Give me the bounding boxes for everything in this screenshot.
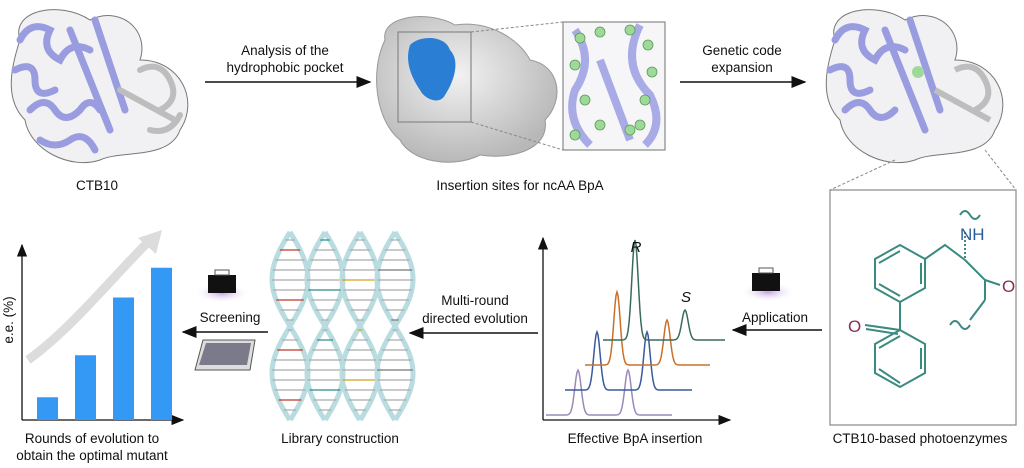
ctb10-label: CTB10 <box>76 178 118 193</box>
bar-round-2 <box>75 355 96 420</box>
dna-strand <box>339 230 381 422</box>
peak-s-label: S <box>681 289 691 306</box>
hydrophobic-pocket <box>408 38 456 101</box>
arrow-evolution-label-2: directed evolution <box>422 311 528 326</box>
dna-strand <box>374 230 416 422</box>
photoenzymes-label: CTB10-based photoenzymes <box>833 431 1008 446</box>
chromatogram-caption: Effective BpA insertion <box>568 431 703 446</box>
chart-caption-2: obtain the optimal mutant <box>16 448 168 463</box>
bar-round-1 <box>37 397 58 420</box>
chromatogram-trace <box>585 289 710 366</box>
dna-library-icon <box>269 230 416 422</box>
well-plate-icon <box>194 339 256 371</box>
screening-label: Screening <box>200 310 261 325</box>
trend-arrow <box>25 236 154 364</box>
dna-strand <box>304 230 346 422</box>
insertion-sites-inset <box>562 21 666 151</box>
chromatogram <box>537 236 732 426</box>
arrow-analysis-label-2: hydrophobic pocket <box>226 60 343 75</box>
arrow-analysis-label-1: Analysis of the <box>241 43 329 58</box>
bar-round-4 <box>151 267 172 420</box>
bpa-molecule-panel: NH O O <box>829 189 1017 426</box>
peak-r-label: R <box>631 239 642 256</box>
insertion-sites-label: Insertion sites for ncAA BpA <box>436 178 603 193</box>
application-label: Application <box>742 310 808 325</box>
chromatogram-trace <box>565 329 692 391</box>
y-axis-label: e.e. (%) <box>1 296 16 343</box>
protein-structure-photoenzyme <box>825 9 1004 164</box>
protein-surface <box>376 16 558 163</box>
arrow-genetic-code-label-1: Genetic code <box>702 43 782 58</box>
chart-caption-1: Rounds of evolution to <box>25 431 159 446</box>
chromatogram-trace <box>546 368 672 416</box>
molecule-oxygen-ketone: O <box>1002 277 1015 296</box>
protein-structure-ctb10 <box>10 9 189 164</box>
arrow-evolution-label-1: Multi-round <box>441 293 509 308</box>
dna-strand <box>269 230 311 422</box>
library-label: Library construction <box>281 431 399 446</box>
molecule-oxygen-benzophenone: O <box>848 317 861 336</box>
bar-round-3 <box>113 297 134 420</box>
light-source-icon <box>194 269 250 303</box>
ee-bar-chart: e.e. (%) <box>1 230 185 426</box>
molecule-nh-label: NH <box>960 225 985 244</box>
arrow-genetic-code-label-2: expansion <box>711 60 773 75</box>
chromatogram-trace <box>603 239 725 341</box>
light-source-icon <box>740 267 796 302</box>
